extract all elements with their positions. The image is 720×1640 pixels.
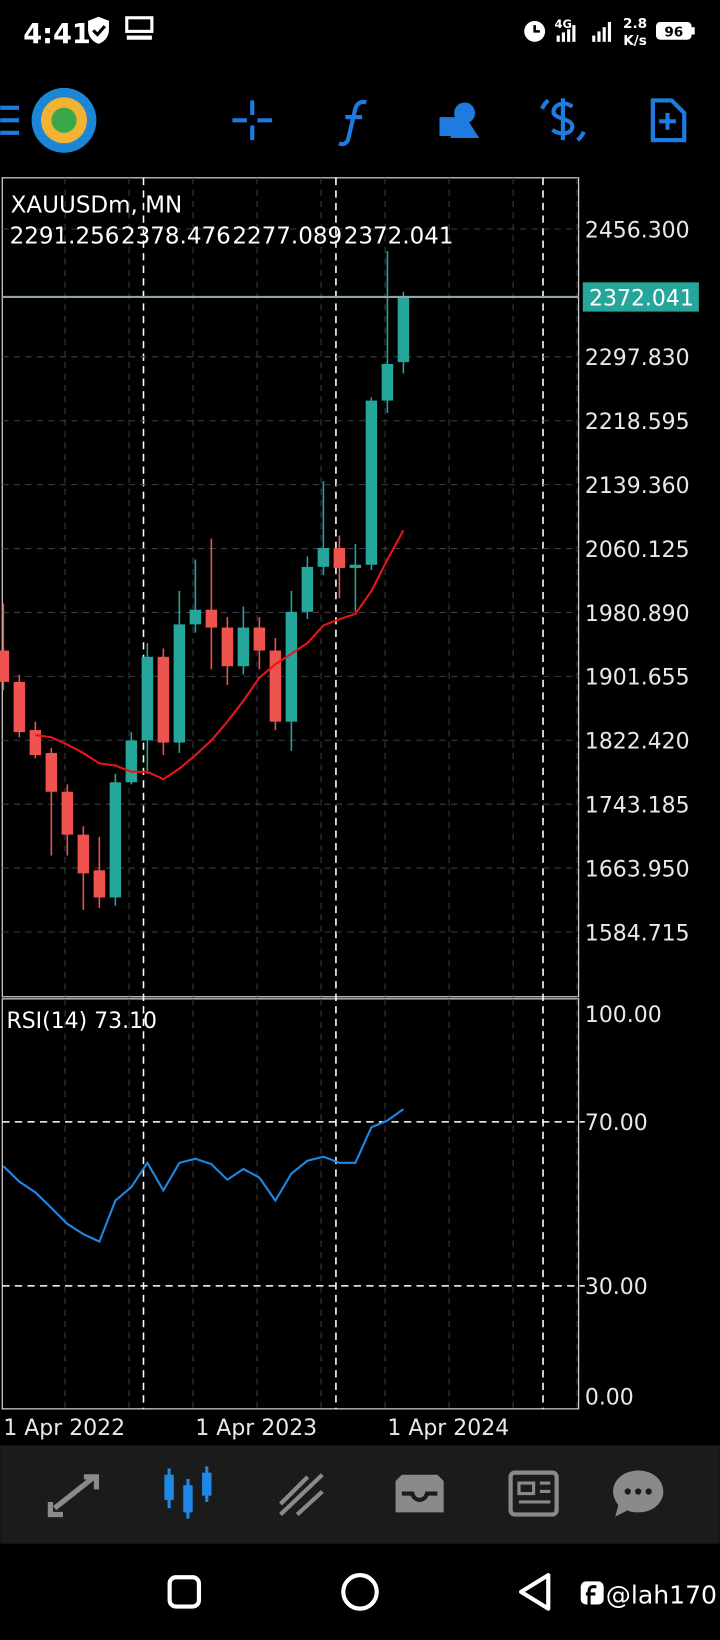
objects-button[interactable] xyxy=(439,102,480,139)
trade-button[interactable] xyxy=(540,98,586,142)
y-tick-label: 1822.420 xyxy=(585,730,690,755)
chart-tab[interactable] xyxy=(164,1466,212,1519)
y-tick-label: 30.00 xyxy=(585,1275,648,1300)
candle-body xyxy=(157,656,170,743)
history-tab[interactable] xyxy=(395,1474,444,1513)
shield-icon xyxy=(88,16,109,44)
candle-body xyxy=(61,791,74,835)
y-tick-label: 1980.890 xyxy=(585,602,690,627)
ohlc-value: 2378.476 xyxy=(121,224,231,250)
symbol-title: XAUUSDm, MN xyxy=(11,192,183,218)
chat-tab[interactable] xyxy=(613,1470,664,1517)
candle-body xyxy=(29,730,42,756)
bottom-nav xyxy=(0,1445,720,1544)
y-tick-label: 2060.125 xyxy=(585,538,690,563)
y-tick-label: 1584.715 xyxy=(585,921,690,946)
battery-tip xyxy=(691,27,695,35)
status-time: 4:41 xyxy=(23,19,91,50)
ohlc-value: 2277.089 xyxy=(232,224,342,250)
candle-body xyxy=(317,548,330,567)
home-button[interactable] xyxy=(341,1573,379,1611)
alarm-hand xyxy=(533,25,540,33)
ohlc-value: 2291.256 xyxy=(10,224,120,250)
candle-body xyxy=(285,611,298,722)
candle-body xyxy=(253,627,266,651)
panel-frame xyxy=(1,998,580,1410)
x-tick-label: 1 Apr 2022 xyxy=(3,1416,125,1441)
y-tick-label: 0.00 xyxy=(585,1386,634,1411)
battery-level: 96 xyxy=(664,25,683,41)
crosshair-button[interactable] xyxy=(232,100,273,141)
net-speed: 2.8 xyxy=(623,16,647,32)
candle-body xyxy=(349,564,362,568)
facebook-f xyxy=(585,1585,597,1605)
candle-body xyxy=(93,870,106,898)
watermark: @lah170 xyxy=(606,1580,717,1609)
moving-average xyxy=(35,529,405,781)
y-tick-label: 100.00 xyxy=(585,1003,662,1028)
ohlc-value: 2372.041 xyxy=(344,224,454,250)
menu-button[interactable] xyxy=(0,105,20,135)
signal-icon xyxy=(556,21,612,42)
network-type: 4G xyxy=(555,17,572,31)
candle-body xyxy=(13,681,26,733)
candle-body xyxy=(365,400,378,565)
candle-body xyxy=(0,650,10,682)
new-order-button[interactable] xyxy=(650,98,687,143)
candle-body xyxy=(221,627,234,667)
y-tick-label: 2297.830 xyxy=(585,346,690,371)
battery xyxy=(655,21,692,40)
candle-body xyxy=(205,609,218,628)
current-price-tag xyxy=(582,282,699,312)
back-button[interactable] xyxy=(518,1573,551,1611)
candle-body xyxy=(237,627,250,667)
x-tick-label: 1 Apr 2023 xyxy=(195,1416,317,1441)
candle-body xyxy=(381,363,394,401)
y-tick-label: 2456.300 xyxy=(585,218,690,243)
indicators-button[interactable] xyxy=(338,99,367,147)
y-tick-label: 1901.655 xyxy=(585,666,690,691)
net-speed-unit: K/s xyxy=(623,33,647,49)
app-logo[interactable] xyxy=(31,87,97,153)
news-tab[interactable] xyxy=(508,1470,559,1517)
candle-body xyxy=(333,548,346,568)
y-tick-label: 1663.950 xyxy=(585,857,690,882)
quotes-tab[interactable] xyxy=(47,1474,100,1518)
status-icon xyxy=(125,16,154,33)
candle-body xyxy=(269,650,282,722)
y-tick-label: 2139.360 xyxy=(585,474,690,499)
y-tick-label: 70.00 xyxy=(585,1111,648,1136)
status-icon xyxy=(126,35,152,40)
candle-body xyxy=(125,740,138,783)
rsi-line xyxy=(2,1108,405,1244)
candle-body xyxy=(45,753,58,792)
shield-check xyxy=(92,25,106,37)
candle-body xyxy=(301,566,314,612)
current-price-label: 2372.041 xyxy=(589,286,694,311)
candle-body xyxy=(189,609,202,625)
x-tick-label: 1 Apr 2024 xyxy=(387,1416,509,1441)
candle-body xyxy=(109,782,122,898)
plot-area: 2456.300 2297.830 2218.595 2139.360 2060.125… xyxy=(0,177,699,1441)
candle-body xyxy=(141,656,154,741)
y-tick-label: 2218.595 xyxy=(585,410,690,435)
indicator-title: RSI(14) 73.10 xyxy=(6,1009,157,1034)
candle-body xyxy=(77,834,90,874)
y-tick-label: 1743.185 xyxy=(585,794,690,819)
candle-body xyxy=(173,624,186,743)
panel-frame xyxy=(1,177,580,998)
recents-button[interactable] xyxy=(167,1575,202,1609)
trade-tab[interactable] xyxy=(279,1473,324,1517)
candle-body xyxy=(397,296,410,363)
